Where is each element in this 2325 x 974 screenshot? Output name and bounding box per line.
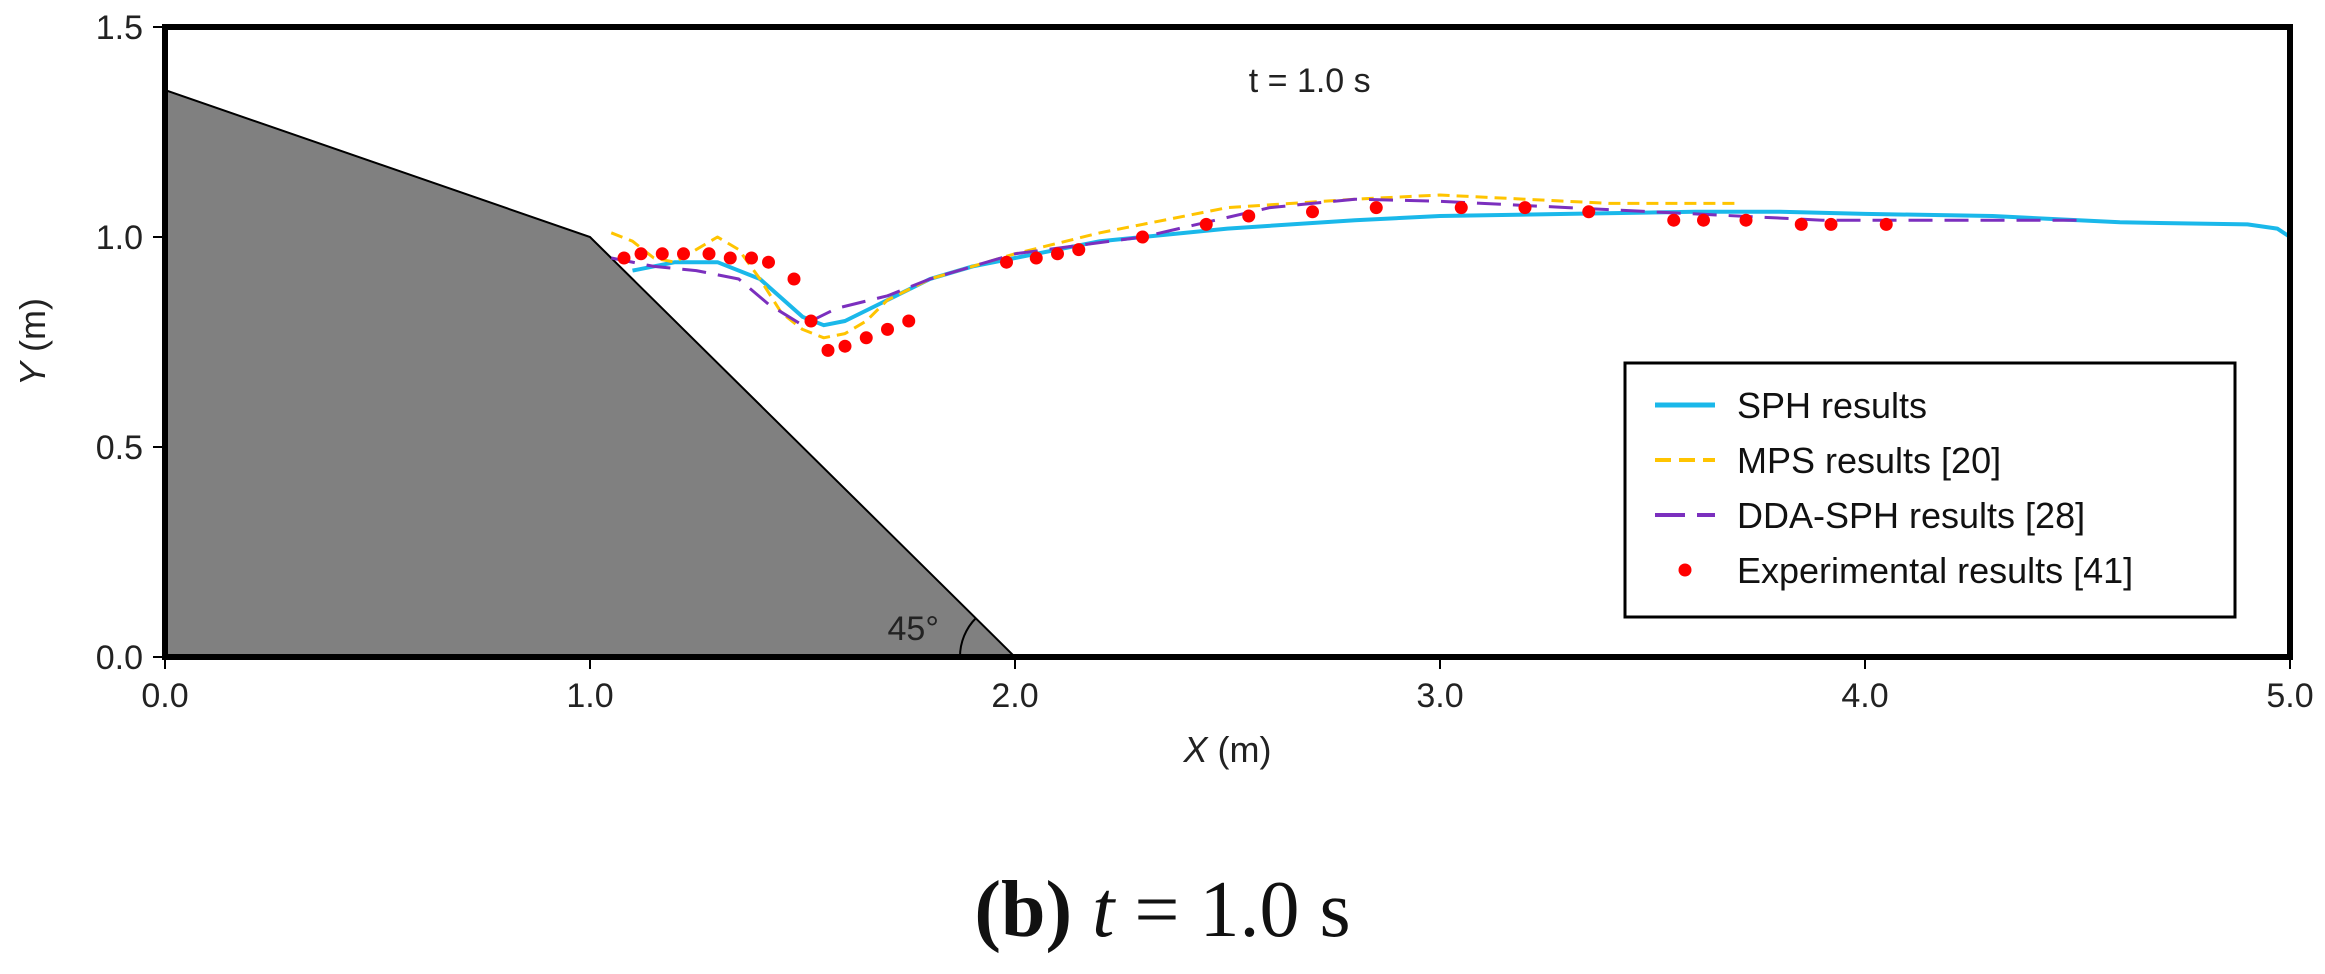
x-tick-label: 0.0	[141, 677, 188, 715]
y-tick-label: 0.0	[96, 639, 143, 677]
data-point	[1136, 230, 1149, 244]
legend-label: MPS results [20]	[1737, 440, 2001, 481]
data-point	[1242, 209, 1256, 223]
data-point	[617, 251, 631, 265]
series-line-dda-sph-results-28	[610, 197, 2078, 327]
data-point	[1794, 217, 1808, 231]
legend-box	[1623, 361, 2237, 619]
data-point	[804, 314, 818, 328]
caption-variable: t	[1092, 866, 1115, 954]
data-point	[1518, 201, 1532, 215]
data-point	[762, 255, 775, 269]
figure-caption: (b) t = 1.0 s	[0, 870, 2325, 950]
time-annotation: t = 1.0 s	[1249, 62, 1371, 100]
data-point	[859, 331, 873, 345]
data-point	[1454, 201, 1468, 215]
x-tick-label: 3.0	[1416, 677, 1463, 715]
legend-label: DDA-SPH results [28]	[1737, 495, 2085, 536]
caption-label: (b)	[974, 866, 1073, 954]
legend-label: Experimental results [41]	[1737, 550, 2133, 591]
data-point	[745, 251, 758, 265]
data-point	[1199, 217, 1213, 231]
data-point	[1582, 205, 1596, 219]
y-tick-label: 0.5	[96, 429, 143, 467]
y-axis-title: Y (m)	[12, 298, 53, 386]
legend: SPH results MPS results [20] DDA-SPH resul…	[1623, 361, 2237, 619]
data-point	[677, 247, 690, 261]
caption-value: = 1.0 s	[1114, 866, 1351, 954]
x-tick-label: 2.0	[991, 677, 1038, 715]
x-tick-label: 4.0	[1841, 677, 1888, 715]
data-point	[1306, 205, 1319, 219]
data-point	[702, 247, 716, 261]
data-point	[1000, 255, 1013, 269]
y-tick-label: 1.0	[96, 219, 143, 257]
data-point	[1369, 201, 1383, 215]
data-point	[1667, 213, 1681, 227]
data-point	[634, 247, 648, 261]
data-point	[881, 322, 894, 336]
series-line-sph-results	[632, 209, 2292, 328]
data-point	[655, 247, 669, 261]
data-point	[1879, 217, 1893, 231]
data-point	[787, 272, 801, 286]
x-tick-label: 5.0	[2266, 677, 2313, 715]
data-point	[1029, 251, 1043, 265]
series-line-mps-results-20	[610, 193, 1738, 340]
data-point	[1051, 247, 1064, 261]
legend-label: SPH results	[1737, 385, 1927, 426]
data-point	[723, 251, 737, 265]
x-tick-label: 1.0	[566, 677, 613, 715]
data-point	[821, 343, 835, 357]
data-point	[902, 314, 916, 328]
x-axis-title: X (m)	[1183, 729, 1272, 770]
angle-label: 45°	[888, 610, 939, 648]
angle-arc	[958, 617, 977, 658]
data-point	[1697, 213, 1710, 227]
legend-swatch-experimental-results-41	[1678, 563, 1692, 577]
data-point	[1072, 243, 1086, 257]
data-point	[1824, 217, 1838, 231]
slope-obstacle	[164, 88, 1018, 658]
data-point	[838, 339, 852, 353]
data-point	[1739, 213, 1753, 227]
chart-figure: 0.0 1.0 2.0 3.0 4.0 5.0 0.0 0.5 1.0 1.5 t = 1.0 s…	[12, 9, 2314, 770]
plot-frame	[162, 24, 2293, 660]
series-experimental-results-41	[617, 201, 1893, 357]
y-tick-label: 1.5	[96, 9, 143, 47]
